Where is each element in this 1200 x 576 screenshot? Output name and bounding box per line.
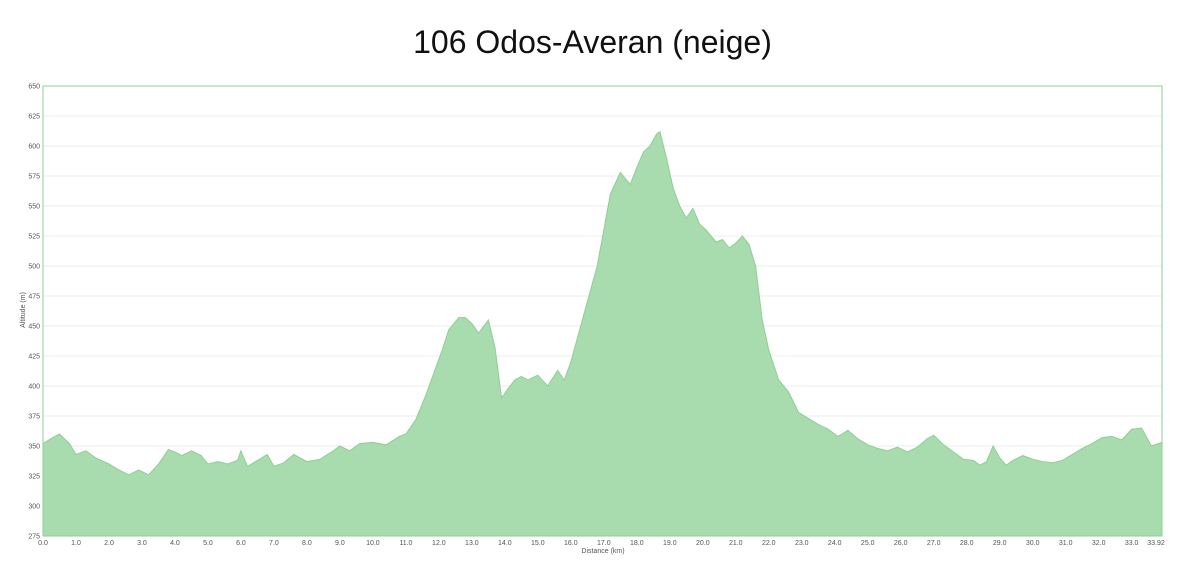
y-tick-label: 475 bbox=[28, 294, 40, 301]
y-tick-label: 375 bbox=[28, 414, 40, 421]
x-axis-label: Distance (km) bbox=[581, 548, 624, 555]
y-tick-label: 575 bbox=[28, 174, 40, 181]
chart-title: 106 Odos-Averan (neige) bbox=[413, 24, 772, 60]
x-tick-label: 25.0 bbox=[861, 540, 875, 547]
y-tick-label: 300 bbox=[28, 504, 40, 511]
x-tick-label: 19.0 bbox=[663, 540, 677, 547]
x-tick-label: 33.92 bbox=[1147, 540, 1165, 547]
x-tick-label: 29.0 bbox=[993, 540, 1007, 547]
plot-frame bbox=[42, 85, 1163, 537]
x-tick-label: 6.0 bbox=[236, 540, 246, 547]
x-tick-label: 11.0 bbox=[399, 540, 412, 547]
y-axis-label: Altitude (m) bbox=[20, 292, 27, 328]
x-tick-label: 9.0 bbox=[335, 540, 345, 547]
x-tick-label: 2.0 bbox=[104, 540, 114, 547]
x-tick-label: 32.0 bbox=[1092, 540, 1106, 547]
x-tick-label: 7.0 bbox=[269, 540, 279, 547]
x-tick-label: 31.0 bbox=[1059, 540, 1073, 547]
x-tick-label: 27.0 bbox=[927, 540, 941, 547]
y-tick-label: 500 bbox=[28, 264, 40, 271]
y-tick-label: 525 bbox=[28, 234, 40, 241]
y-tick-label: 350 bbox=[28, 444, 40, 451]
y-tick-label: 550 bbox=[28, 204, 40, 211]
x-tick-label: 23.0 bbox=[795, 540, 809, 547]
x-tick-label: 30.0 bbox=[1026, 540, 1040, 547]
x-tick-label: 15.0 bbox=[531, 540, 545, 547]
x-tick-label: 17.0 bbox=[597, 540, 611, 547]
x-tick-label: 12.0 bbox=[432, 540, 446, 547]
x-tick-label: 20.0 bbox=[696, 540, 710, 547]
area-layer bbox=[42, 130, 1163, 536]
y-tick-label: 650 bbox=[28, 84, 40, 91]
y-tick-label: 625 bbox=[28, 114, 40, 121]
y-tick-label: 425 bbox=[28, 354, 40, 361]
plot-border bbox=[42, 85, 1163, 537]
elevation-line bbox=[42, 130, 1163, 476]
x-tick-label: 28.0 bbox=[960, 540, 974, 547]
y-tick-label: 325 bbox=[28, 474, 40, 481]
x-tick-label: 24.0 bbox=[828, 540, 842, 547]
x-tick-label: 22.0 bbox=[762, 540, 776, 547]
y-tick-label: 400 bbox=[28, 384, 40, 391]
x-tick-label: 10.0 bbox=[366, 540, 380, 547]
y-tick-label: 275 bbox=[28, 534, 40, 541]
x-tick-label: 33.0 bbox=[1125, 540, 1139, 547]
y-tick-label: 450 bbox=[28, 324, 40, 331]
x-tick-label: 16.0 bbox=[564, 540, 578, 547]
x-tick-label: 21.0 bbox=[729, 540, 743, 547]
x-tick-label: 8.0 bbox=[302, 540, 312, 547]
x-tick-label: 0.0 bbox=[38, 540, 48, 547]
x-tick-label: 1.0 bbox=[71, 540, 81, 547]
x-tick-label: 5.0 bbox=[203, 540, 213, 547]
x-tick-label: 14.0 bbox=[498, 540, 512, 547]
x-tick-label: 18.0 bbox=[630, 540, 644, 547]
x-tick-label: 4.0 bbox=[170, 540, 180, 547]
x-tick-label: 26.0 bbox=[894, 540, 908, 547]
y-tick-labels: 275 300 325 350 375 400 425 450 475 500 525 550 575 6… bbox=[28, 84, 40, 541]
x-tick-label: 13.0 bbox=[465, 540, 479, 547]
y-tick-label: 600 bbox=[28, 144, 40, 151]
x-tick-label: 3.0 bbox=[137, 540, 147, 547]
x-tick-labels: 0.0 1.0 2.0 3.0 4.0 5.0 6.0 7.0 8.0 9.0 10.0 11.0 12… bbox=[38, 540, 1165, 547]
elevation-area bbox=[43, 131, 1162, 536]
